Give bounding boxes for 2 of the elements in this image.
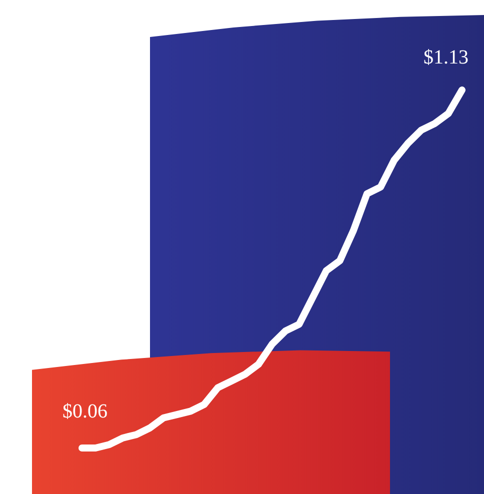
data-label: $0.06	[62, 400, 108, 422]
data-label: $1.13	[424, 46, 468, 68]
